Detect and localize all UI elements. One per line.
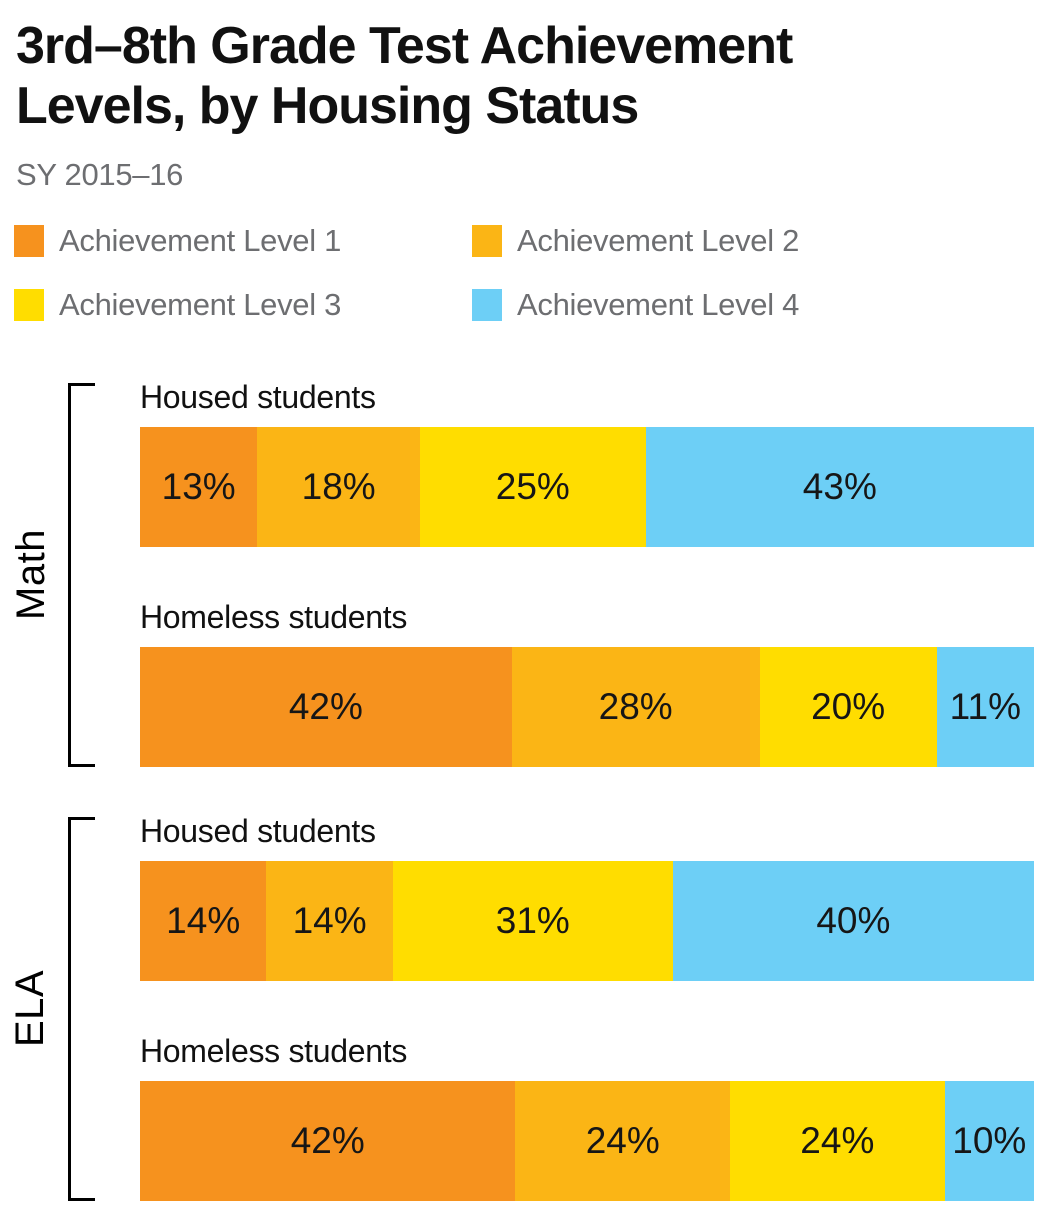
bar-segment-level-3: 31% bbox=[392, 861, 673, 981]
row-label-ela-housed: Housed students bbox=[140, 813, 376, 849]
ela-group-label: ELA bbox=[8, 969, 53, 1047]
bar-segment-level-2: 24% bbox=[515, 1081, 731, 1201]
bar-segment-level-2: 14% bbox=[266, 861, 393, 981]
ela-bracket bbox=[68, 817, 95, 1201]
legend-swatch-level-1 bbox=[14, 225, 44, 257]
row-label-math-housed: Housed students bbox=[140, 379, 376, 415]
bar-segment-level-2: 18% bbox=[257, 427, 420, 547]
row-ela-homeless: Homeless students 42% 24% 24% 10% bbox=[140, 1035, 1050, 1201]
bar-segment-level-4: 10% bbox=[944, 1081, 1035, 1201]
row-math-homeless: Homeless students 42% 28% 20% 11% bbox=[140, 601, 1050, 767]
bar-segment-level-1: 13% bbox=[140, 427, 258, 547]
row-math-housed: Housed students 13% 18% 25% 43% bbox=[140, 381, 1050, 547]
group-ela: ELA Housed students 14% 14% 31% 40% Home… bbox=[0, 815, 1050, 1201]
bar-ela-homeless: 42% 24% 24% 10% bbox=[140, 1081, 1035, 1201]
page-title: 3rd–8th Grade Test Achievement Levels, b… bbox=[16, 17, 793, 135]
legend-swatch-level-2 bbox=[472, 225, 502, 257]
legend-item-level-4: Achievement Level 4 bbox=[472, 287, 1034, 323]
legend-swatch-level-3 bbox=[14, 289, 44, 321]
legend-label-level-1: Achievement Level 1 bbox=[59, 223, 342, 258]
row-label-math-homeless: Homeless students bbox=[140, 599, 408, 635]
math-bracket bbox=[68, 383, 95, 767]
row-label-ela-homeless: Homeless students bbox=[140, 1033, 408, 1069]
bar-segment-level-1: 14% bbox=[140, 861, 267, 981]
math-group-label: Math bbox=[8, 528, 53, 620]
group-math: Math Housed students 13% 18% 25% 43% Hom… bbox=[0, 381, 1050, 767]
legend-swatch-level-4 bbox=[472, 289, 502, 321]
legend-label-level-3: Achievement Level 3 bbox=[59, 287, 342, 322]
bar-segment-level-2: 28% bbox=[511, 647, 760, 767]
legend-item-level-2: Achievement Level 2 bbox=[472, 223, 1034, 259]
legend-label-level-2: Achievement Level 2 bbox=[517, 223, 800, 258]
row-ela-housed: Housed students 14% 14% 31% 40% bbox=[140, 815, 1050, 981]
subtitle-school-year: SY 2015–16 bbox=[16, 157, 184, 192]
stacked-bar-chart: Math Housed students 13% 18% 25% 43% Hom… bbox=[0, 381, 1050, 1201]
bar-math-housed: 13% 18% 25% 43% bbox=[140, 427, 1034, 547]
legend-label-level-4: Achievement Level 4 bbox=[517, 287, 800, 322]
bar-segment-level-1: 42% bbox=[140, 1081, 516, 1201]
bar-segment-level-1: 42% bbox=[140, 647, 512, 767]
legend-item-level-1: Achievement Level 1 bbox=[14, 223, 472, 259]
bar-segment-level-4: 11% bbox=[936, 647, 1034, 767]
bar-segment-level-4: 40% bbox=[672, 861, 1034, 981]
legend-item-level-3: Achievement Level 3 bbox=[14, 287, 472, 323]
bar-segment-level-3: 20% bbox=[759, 647, 937, 767]
bar-ela-housed: 14% 14% 31% 40% bbox=[140, 861, 1034, 981]
bar-segment-level-3: 25% bbox=[419, 427, 646, 547]
bar-math-homeless: 42% 28% 20% 11% bbox=[140, 647, 1034, 767]
bar-segment-level-3: 24% bbox=[730, 1081, 945, 1201]
bar-segment-level-4: 43% bbox=[645, 427, 1034, 547]
legend: Achievement Level 1 Achievement Level 2 … bbox=[14, 223, 1034, 323]
